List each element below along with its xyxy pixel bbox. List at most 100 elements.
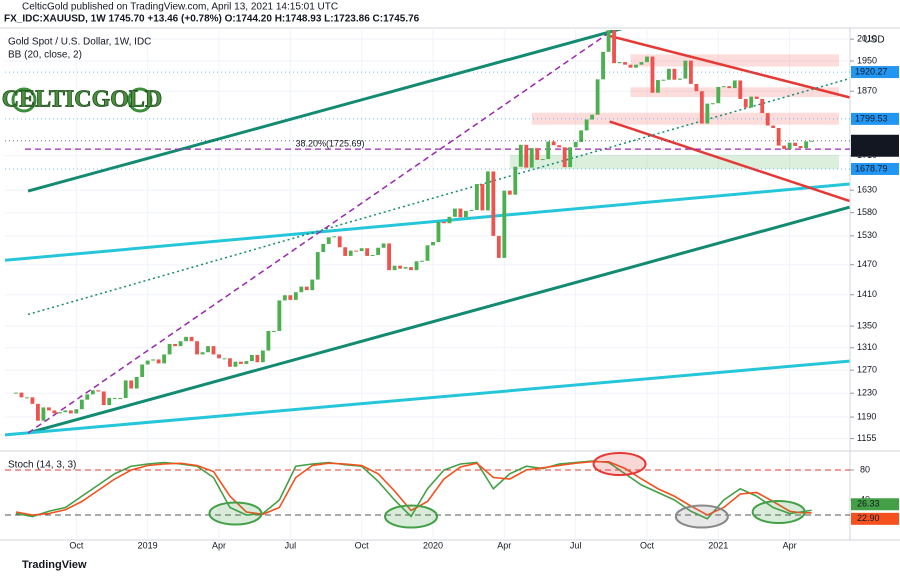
candle [332,236,337,238]
candle [628,64,633,68]
candle [557,145,562,148]
candle [68,410,73,414]
candle [151,359,156,361]
candle [760,98,765,114]
candle [14,392,18,394]
candle [771,125,776,128]
x-tick-label: Apr [212,540,226,550]
candle [595,79,600,115]
x-tick-label: Apr [497,540,511,550]
candle [458,208,463,218]
candle [562,147,567,168]
value-label-box [851,512,899,525]
candle [694,83,699,92]
candle [568,147,573,168]
x-tick-label: 2020 [423,540,443,550]
y-tick-label: 1155 [857,433,876,443]
candle [123,380,128,398]
candle [782,145,787,149]
candle [496,235,501,258]
fib-label: 38.20%(1725.69) [295,138,364,148]
price-label-box [851,134,899,157]
candle [606,30,611,52]
price-label: 1799.53 [855,113,888,123]
candle [502,190,507,258]
trendline [609,34,850,99]
x-tick-label: 2019 [138,540,158,550]
candle [387,243,392,271]
x-tick-label: 2021 [708,540,728,550]
candle [721,86,726,88]
zone [630,87,840,97]
candle [25,397,29,399]
x-tick-label: Oct [69,540,84,550]
highlight [674,504,729,529]
candle [304,286,309,291]
price-label-box [851,162,899,175]
candle [634,64,638,68]
candle [107,397,112,406]
candle [156,359,161,364]
candle [453,208,457,217]
logo: CELTICGOLD [1,86,163,113]
candle [46,407,51,411]
candle [765,113,770,126]
candle [63,410,68,413]
candle [145,360,150,365]
candle [271,330,276,332]
y-tick-label: 2010 [857,34,877,44]
y-tick-label: 1410 [857,289,877,299]
stoch-panel [5,452,850,538]
candle [129,380,134,389]
candle [425,245,430,261]
candle [710,103,715,105]
candle [793,142,798,147]
candle [321,243,326,253]
candle [743,98,748,108]
logo-text: CELTICGOLD [2,87,163,113]
candle [282,295,287,301]
candle [414,261,419,271]
candle [447,216,452,224]
y-tick-label: 1870 [857,86,877,96]
candle [288,295,293,300]
zone [509,154,840,169]
candle [249,354,254,362]
logo-knot [127,87,153,113]
candle [101,391,106,406]
candle [326,237,331,244]
candle [118,397,123,399]
candle [200,352,205,355]
candle [266,330,271,351]
candle [463,210,468,218]
candle [315,252,320,280]
candle [513,166,518,195]
candle [645,56,649,63]
publisher: CelticGold published on TradingView.com,… [22,2,338,13]
candle [436,221,441,243]
candle [683,60,688,79]
trendline [609,120,850,203]
candle [370,254,375,256]
logo-knot [11,87,37,113]
candle [359,248,364,252]
candle [667,68,671,80]
x-tick-label: Jul [570,540,582,550]
candle [749,96,754,108]
candle [540,159,545,161]
candle [228,358,232,367]
footer-brand: TradingView [22,559,87,571]
candle [804,141,809,149]
candle [798,146,803,149]
x-tick-label: Jul [285,540,297,550]
candle [551,141,556,146]
candle [376,247,381,255]
candle [206,346,210,353]
candle [639,62,644,65]
candle [518,144,523,167]
candle [310,279,315,291]
candle [337,236,342,248]
stoch-title: Stoch (14, 3, 3) [8,460,76,471]
candle [469,209,474,211]
y-tick-label: 1230 [857,388,877,398]
